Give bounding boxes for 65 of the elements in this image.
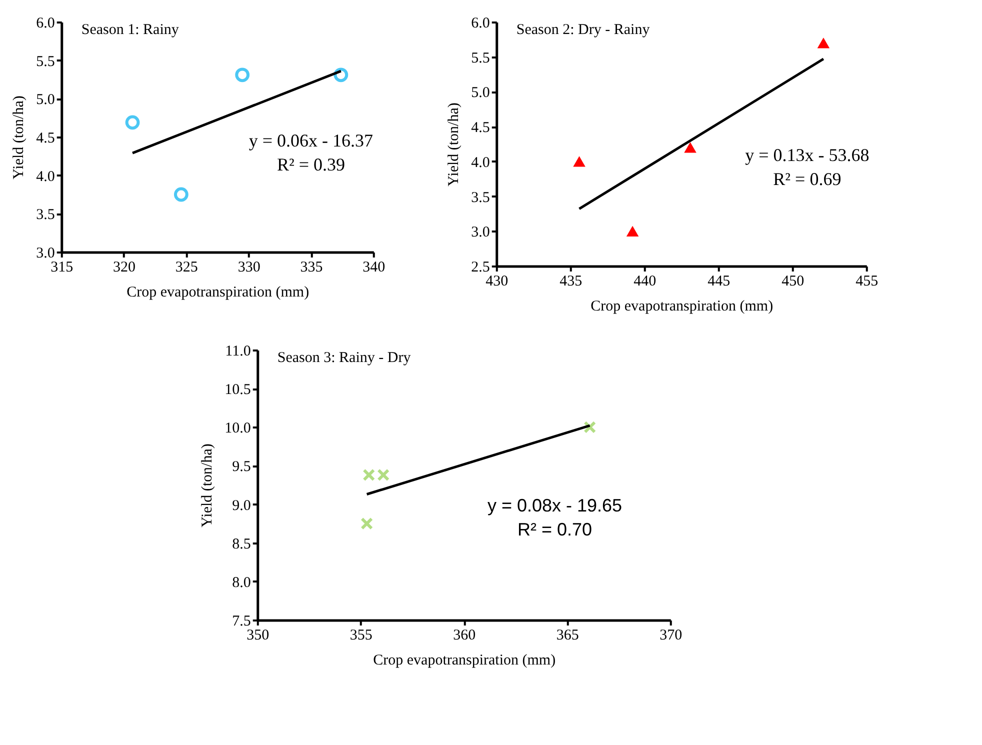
point (174, 187, 188, 202)
x-axis-title: Crop evapotranspiration (mm) (126, 284, 310, 300)
y-axis-title: Yield (ton/ha) (11, 96, 28, 180)
annotation: R² = 0.39 (276, 154, 346, 175)
x-tick-label: 445 (708, 274, 730, 290)
y-tick-label: 8.5 (232, 536, 251, 552)
y-tick-label: 10.0 (224, 420, 251, 437)
chart-title: Season 1: Rainy (81, 22, 180, 38)
x-tick-label: 340 (362, 260, 386, 276)
y-tick-label: 9.0 (232, 498, 251, 514)
annotation: y = 0.06x - 16.37 (248, 130, 374, 151)
point (334, 68, 348, 82)
annotation: R² = 0.69 (773, 169, 842, 190)
y-tick-label: 3.0 (36, 246, 55, 262)
chart-title: Season 3: Rainy - Dry (277, 350, 412, 366)
x-tick-label: 330 (238, 260, 260, 276)
x-tick-label: 370 (660, 628, 682, 644)
point (573, 156, 586, 167)
y-tick-label: 11.0 (225, 344, 251, 360)
x-tick-label: 315 (50, 260, 74, 276)
point (235, 68, 250, 82)
x-tick-label: 350 (246, 628, 270, 644)
x-axis-title: Crop evapotranspiration (mm) (590, 298, 774, 314)
annotation: y = 0.13x - 53.68 (745, 145, 870, 166)
y-tick-label: 7.5 (232, 614, 251, 630)
y-tick-label: 4.0 (471, 154, 490, 171)
y-tick-label: 9.5 (232, 459, 251, 476)
point (125, 115, 140, 130)
x-tick-label: 320 (113, 260, 136, 276)
x-tick-label: 450 (782, 274, 804, 290)
x-tick-label: 325 (175, 260, 198, 276)
y-tick-label: 3.5 (471, 190, 490, 206)
x-axis-title: Crop evapotranspiration (mm) (373, 652, 556, 668)
y-tick-label: 10.5 (224, 382, 251, 398)
point (584, 420, 596, 434)
point (360, 517, 374, 530)
y-tick-label: 5.5 (471, 50, 490, 66)
x-tick-label: 440 (634, 274, 656, 290)
y-tick-label: 5.0 (36, 92, 55, 108)
annotation: y = 0.08x - 19.65 (487, 496, 622, 516)
y-axis-title: Yield (ton/ha) (446, 102, 462, 186)
x-tick-label: 360 (453, 628, 476, 644)
y-tick-label: 6.0 (471, 16, 490, 32)
point (817, 38, 830, 48)
x-tick-label: 455 (856, 274, 878, 290)
chart-title: Season 2: Dry - Rainy (516, 22, 650, 38)
y-tick-label: 4.5 (471, 120, 490, 136)
x-tick-label: 335 (300, 260, 323, 276)
y-tick-label: 3.5 (36, 207, 55, 224)
point (684, 142, 696, 153)
annotation: R² = 0.70 (517, 520, 592, 540)
y-tick-label: 8.0 (232, 574, 251, 591)
y-tick-label: 4.5 (36, 130, 55, 146)
y-tick-label: 4.0 (36, 168, 55, 185)
x-tick-label: 430 (486, 274, 508, 290)
y-axis-title: Yield (ton/ha) (200, 444, 216, 528)
x-tick-label: 435 (560, 274, 582, 290)
y-tick-label: 2.5 (471, 260, 490, 276)
y-tick-label: 5.0 (471, 85, 490, 102)
y-tick-label: 3.0 (471, 224, 490, 241)
x-tick-label: 365 (556, 628, 579, 644)
y-tick-label: 5.5 (36, 54, 55, 70)
y-tick-label: 6.0 (36, 16, 55, 32)
x-tick-label: 355 (350, 628, 372, 644)
point (626, 226, 639, 236)
